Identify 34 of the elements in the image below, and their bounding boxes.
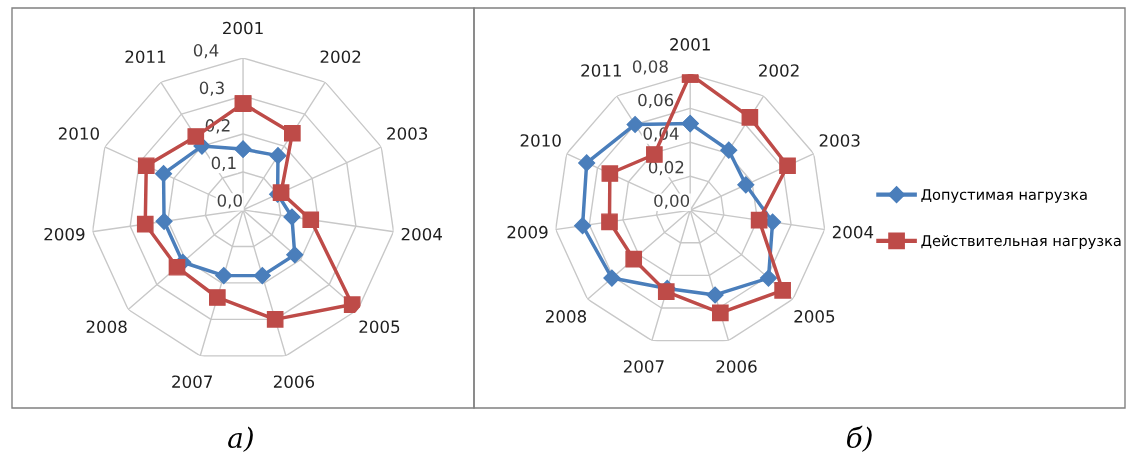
spoke-label: 2010 xyxy=(58,127,99,140)
y-tick-label: 0,3 xyxy=(199,81,224,96)
spoke-label: 2009 xyxy=(44,227,85,241)
y-tick-label: 0,4 xyxy=(193,44,219,59)
y-tick-label: 0,00 xyxy=(654,194,690,209)
spoke-label: 2008 xyxy=(545,310,587,323)
spoke-label: 2002 xyxy=(320,50,361,63)
spoke-label: 2003 xyxy=(819,134,860,147)
y-tick-label: 0,0 xyxy=(217,194,242,209)
legend-label: Допустимая нагрузка xyxy=(921,189,1087,203)
spoke-label: 2004 xyxy=(401,227,442,241)
y-tick-label: 0,08 xyxy=(632,60,668,75)
text: б) xyxy=(847,425,872,453)
spoke-label: 2009 xyxy=(507,225,548,239)
spoke-label: 2008 xyxy=(86,320,127,334)
y-tick-label: 0,1 xyxy=(211,156,236,171)
spoke-label: 2001 xyxy=(223,21,263,35)
spoke-label: 2011 xyxy=(125,50,166,63)
spoke-label: 2007 xyxy=(172,375,212,388)
text: а) xyxy=(228,426,253,453)
spoke-label: 2005 xyxy=(794,310,835,323)
spoke-label: 2006 xyxy=(716,360,757,373)
spoke-label: 2002 xyxy=(759,64,799,77)
spoke-label: 2004 xyxy=(832,225,874,239)
spoke-label: 2011 xyxy=(581,64,621,77)
spoke-label: 2010 xyxy=(520,134,561,147)
spoke-label: 2003 xyxy=(387,127,428,140)
y-tick-label: 0,02 xyxy=(648,160,684,176)
spoke-label: 2005 xyxy=(359,320,400,334)
y-tick-label: 0,06 xyxy=(638,93,674,109)
spoke-label: 2006 xyxy=(273,375,315,388)
spoke-label: 2007 xyxy=(623,360,664,373)
spoke-label: 2001 xyxy=(670,38,710,51)
legend-label: Действительная нагрузка xyxy=(921,234,1121,250)
